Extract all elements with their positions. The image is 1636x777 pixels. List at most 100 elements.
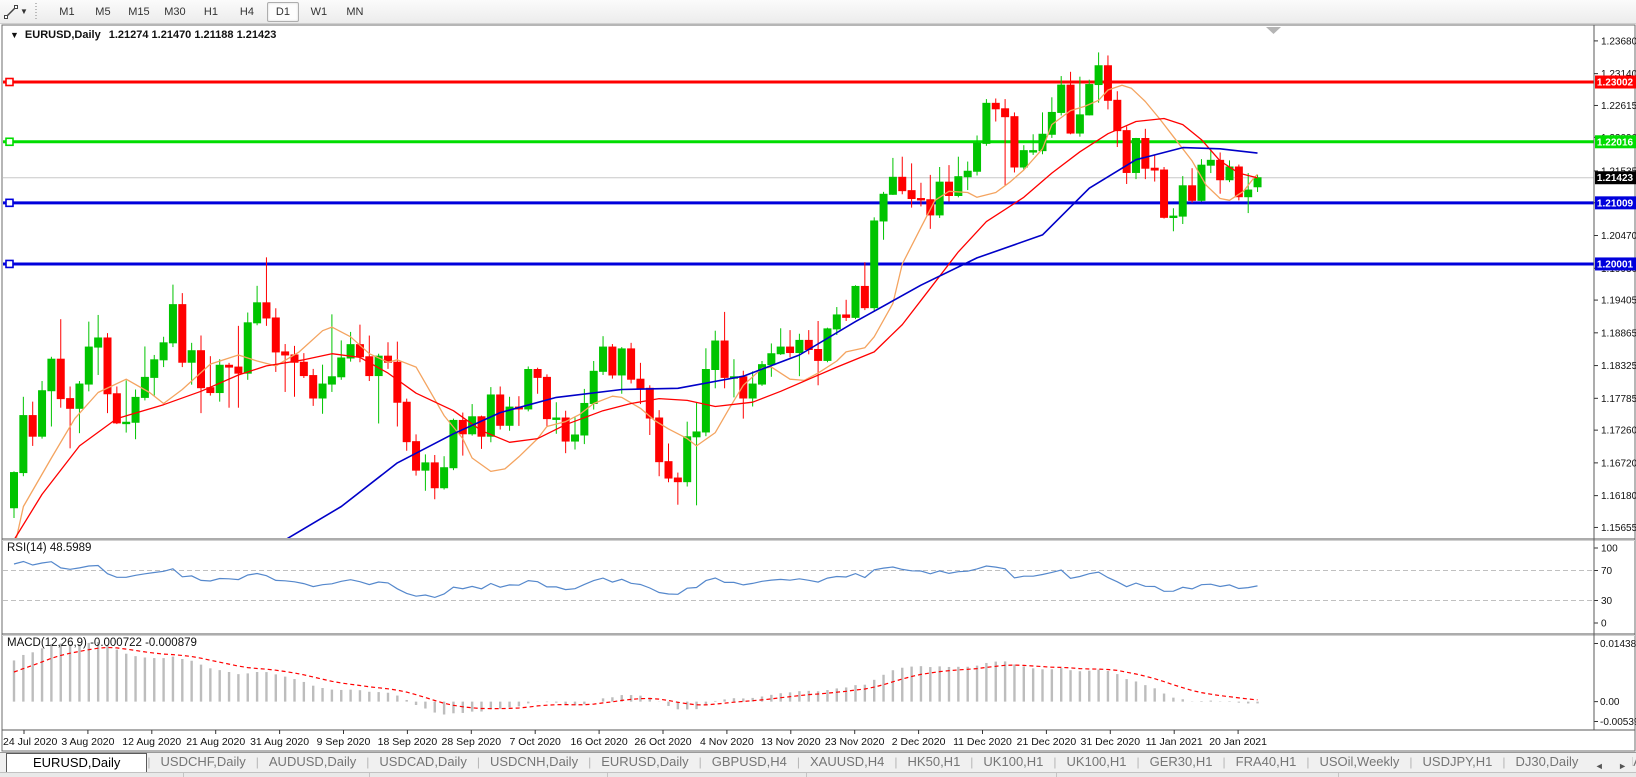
rsi-value: 48.5989 bbox=[49, 542, 92, 554]
timeframe-button-h4[interactable]: H4 bbox=[239, 5, 254, 18]
tabs: EURUSD,Daily | USDCHF,Daily | AUDUSD,Daily | U… bbox=[0, 753, 1636, 772]
candle-body bbox=[103, 337, 112, 395]
chart-tab-14-usdjpy-h1[interactable]: USDJPY,H1 bbox=[1422, 754, 1493, 769]
candle-body bbox=[683, 436, 692, 483]
candle-body bbox=[309, 375, 318, 399]
date-label: 24 Jul 2020 bbox=[3, 736, 57, 748]
candle-body bbox=[1234, 166, 1243, 198]
date-label: 21 Dec 2020 bbox=[1017, 736, 1077, 748]
collapse-header-icon[interactable]: ▼ bbox=[10, 30, 19, 40]
candle-body bbox=[225, 364, 234, 368]
candle-body bbox=[1047, 111, 1056, 135]
chart-tab-12-fra40-h1[interactable]: FRA40,H1 bbox=[1235, 754, 1297, 769]
tab-separator: | bbox=[698, 755, 702, 769]
chart-tab-10-uk100-h1[interactable]: UK100,H1 bbox=[1066, 754, 1127, 769]
timeframe-button-h1[interactable]: H1 bbox=[203, 5, 218, 18]
timeframe-button-m30[interactable]: M30 bbox=[164, 5, 186, 18]
tab-scroll-left-icon[interactable]: ◄ bbox=[1594, 761, 1604, 771]
price-chip-label: 1.22016 bbox=[1597, 137, 1634, 148]
toolbar-grip[interactable] bbox=[33, 2, 39, 21]
candle-body bbox=[1253, 177, 1262, 188]
price-chip bbox=[1595, 135, 1636, 149]
timeframe-button-mn[interactable]: MN bbox=[346, 5, 364, 18]
date-label: 12 Aug 2020 bbox=[122, 736, 181, 748]
tool-dropdown-icon[interactable]: ▼ bbox=[20, 7, 28, 16]
candle-body bbox=[28, 415, 37, 437]
candle-body bbox=[739, 376, 748, 399]
timeframe-button-m1[interactable]: M1 bbox=[59, 5, 75, 18]
timeframe-button-m5[interactable]: M5 bbox=[95, 5, 111, 18]
price-chip-label: 1.21423 bbox=[1597, 173, 1634, 184]
candle-body bbox=[991, 102, 1000, 110]
tab-separator: | bbox=[1053, 755, 1057, 769]
tab-scroll-right-icon[interactable]: ► bbox=[1618, 761, 1627, 771]
candle-body bbox=[945, 181, 953, 196]
candle-body bbox=[215, 364, 224, 394]
candle-body bbox=[421, 462, 430, 471]
price-axis-tick-label: 1.17785 bbox=[1601, 394, 1636, 405]
timeframe-button-m15[interactable]: M15 bbox=[128, 5, 150, 18]
macd-histogram bbox=[12, 641, 1259, 715]
candle-body bbox=[786, 346, 795, 354]
chart-tab-2-audusd-daily[interactable]: AUDUSD,Daily bbox=[268, 754, 357, 769]
chart-tab-4-usdcnh-daily[interactable]: USDCNH,Daily bbox=[489, 754, 579, 769]
candle-body bbox=[832, 314, 841, 330]
candle-body bbox=[589, 370, 598, 404]
tab-separator: | bbox=[588, 755, 592, 769]
candle-body bbox=[851, 285, 860, 318]
candle-body bbox=[870, 220, 879, 309]
chart-tab-7-xauusd-h4[interactable]: XAUUSD,H4 bbox=[810, 754, 885, 769]
chart-plot-area[interactable] bbox=[3, 26, 1594, 540]
date-label: 11 Jan 2021 bbox=[1146, 736, 1203, 748]
candle-body bbox=[430, 462, 439, 489]
candle-body bbox=[1019, 150, 1028, 168]
tab-separator: | bbox=[1136, 755, 1140, 769]
candle-body bbox=[299, 361, 308, 377]
candle-body bbox=[477, 416, 486, 437]
candle-body bbox=[131, 396, 140, 423]
candle-body bbox=[355, 344, 364, 358]
date-label: 26 Oct 2020 bbox=[634, 736, 691, 748]
candle-body bbox=[402, 401, 411, 443]
candle-body bbox=[1113, 99, 1122, 132]
timeframe-button-w1[interactable]: W1 bbox=[310, 5, 328, 18]
candle-body bbox=[636, 378, 645, 389]
timeframe-button-d1[interactable]: D1 bbox=[266, 1, 299, 22]
candle-body bbox=[159, 342, 168, 361]
line-handle-icon[interactable] bbox=[5, 137, 14, 147]
chart-tab-11-ger30-h1[interactable]: GER30,H1 bbox=[1149, 754, 1213, 769]
candle-body bbox=[505, 406, 514, 426]
candle-body bbox=[38, 390, 47, 437]
candle-body bbox=[767, 353, 776, 366]
price-axis-tick-label: 1.23680 bbox=[1601, 36, 1636, 47]
chart-tab-8-hk50-h1[interactable]: HK50,H1 bbox=[907, 754, 961, 769]
date-label: 23 Nov 2020 bbox=[825, 736, 885, 748]
chart-shift-marker-icon[interactable] bbox=[1266, 27, 1281, 34]
candle-body bbox=[327, 376, 336, 385]
chart-tab-6-gbpusd-h4[interactable]: GBPUSD,H4 bbox=[711, 754, 787, 769]
chart-tab-3-usdcad-daily[interactable]: USDCAD,Daily bbox=[379, 754, 467, 769]
chart-tab-9-uk100-h1[interactable]: UK100,H1 bbox=[983, 754, 1044, 769]
chart-tab-1-usdchf-daily[interactable]: USDCHF,Daily bbox=[160, 754, 246, 769]
candle-body bbox=[281, 351, 290, 356]
candle-body bbox=[365, 356, 374, 377]
candle-body bbox=[776, 346, 785, 355]
candle-body bbox=[1206, 159, 1215, 166]
price-axis-tick-label: 1.19405 bbox=[1601, 296, 1636, 307]
line-handle-icon[interactable] bbox=[5, 77, 14, 87]
line-handle-icon[interactable] bbox=[5, 198, 14, 208]
price-axis-tick-label: 1.22615 bbox=[1601, 101, 1636, 112]
candle-body bbox=[66, 398, 75, 409]
trendline-tool-icon[interactable] bbox=[2, 3, 20, 21]
candle-body bbox=[346, 344, 355, 359]
chart-tab-13-usoil-weekly[interactable]: USOil,Weekly bbox=[1319, 754, 1400, 769]
chart-tab-0-eurusd-daily[interactable]: EURUSD,Daily bbox=[6, 753, 148, 772]
chart-tab-15-dj30-daily[interactable]: DJ30,Daily bbox=[1515, 754, 1579, 769]
candle-body bbox=[617, 348, 626, 376]
line-handle-icon[interactable] bbox=[5, 259, 14, 269]
ma-slow-blue bbox=[286, 146, 1258, 538]
chart-tab-5-eurusd-daily[interactable]: EURUSD,Daily bbox=[601, 754, 689, 769]
candle-body bbox=[496, 394, 505, 426]
bottom-status-strip bbox=[0, 772, 1636, 777]
